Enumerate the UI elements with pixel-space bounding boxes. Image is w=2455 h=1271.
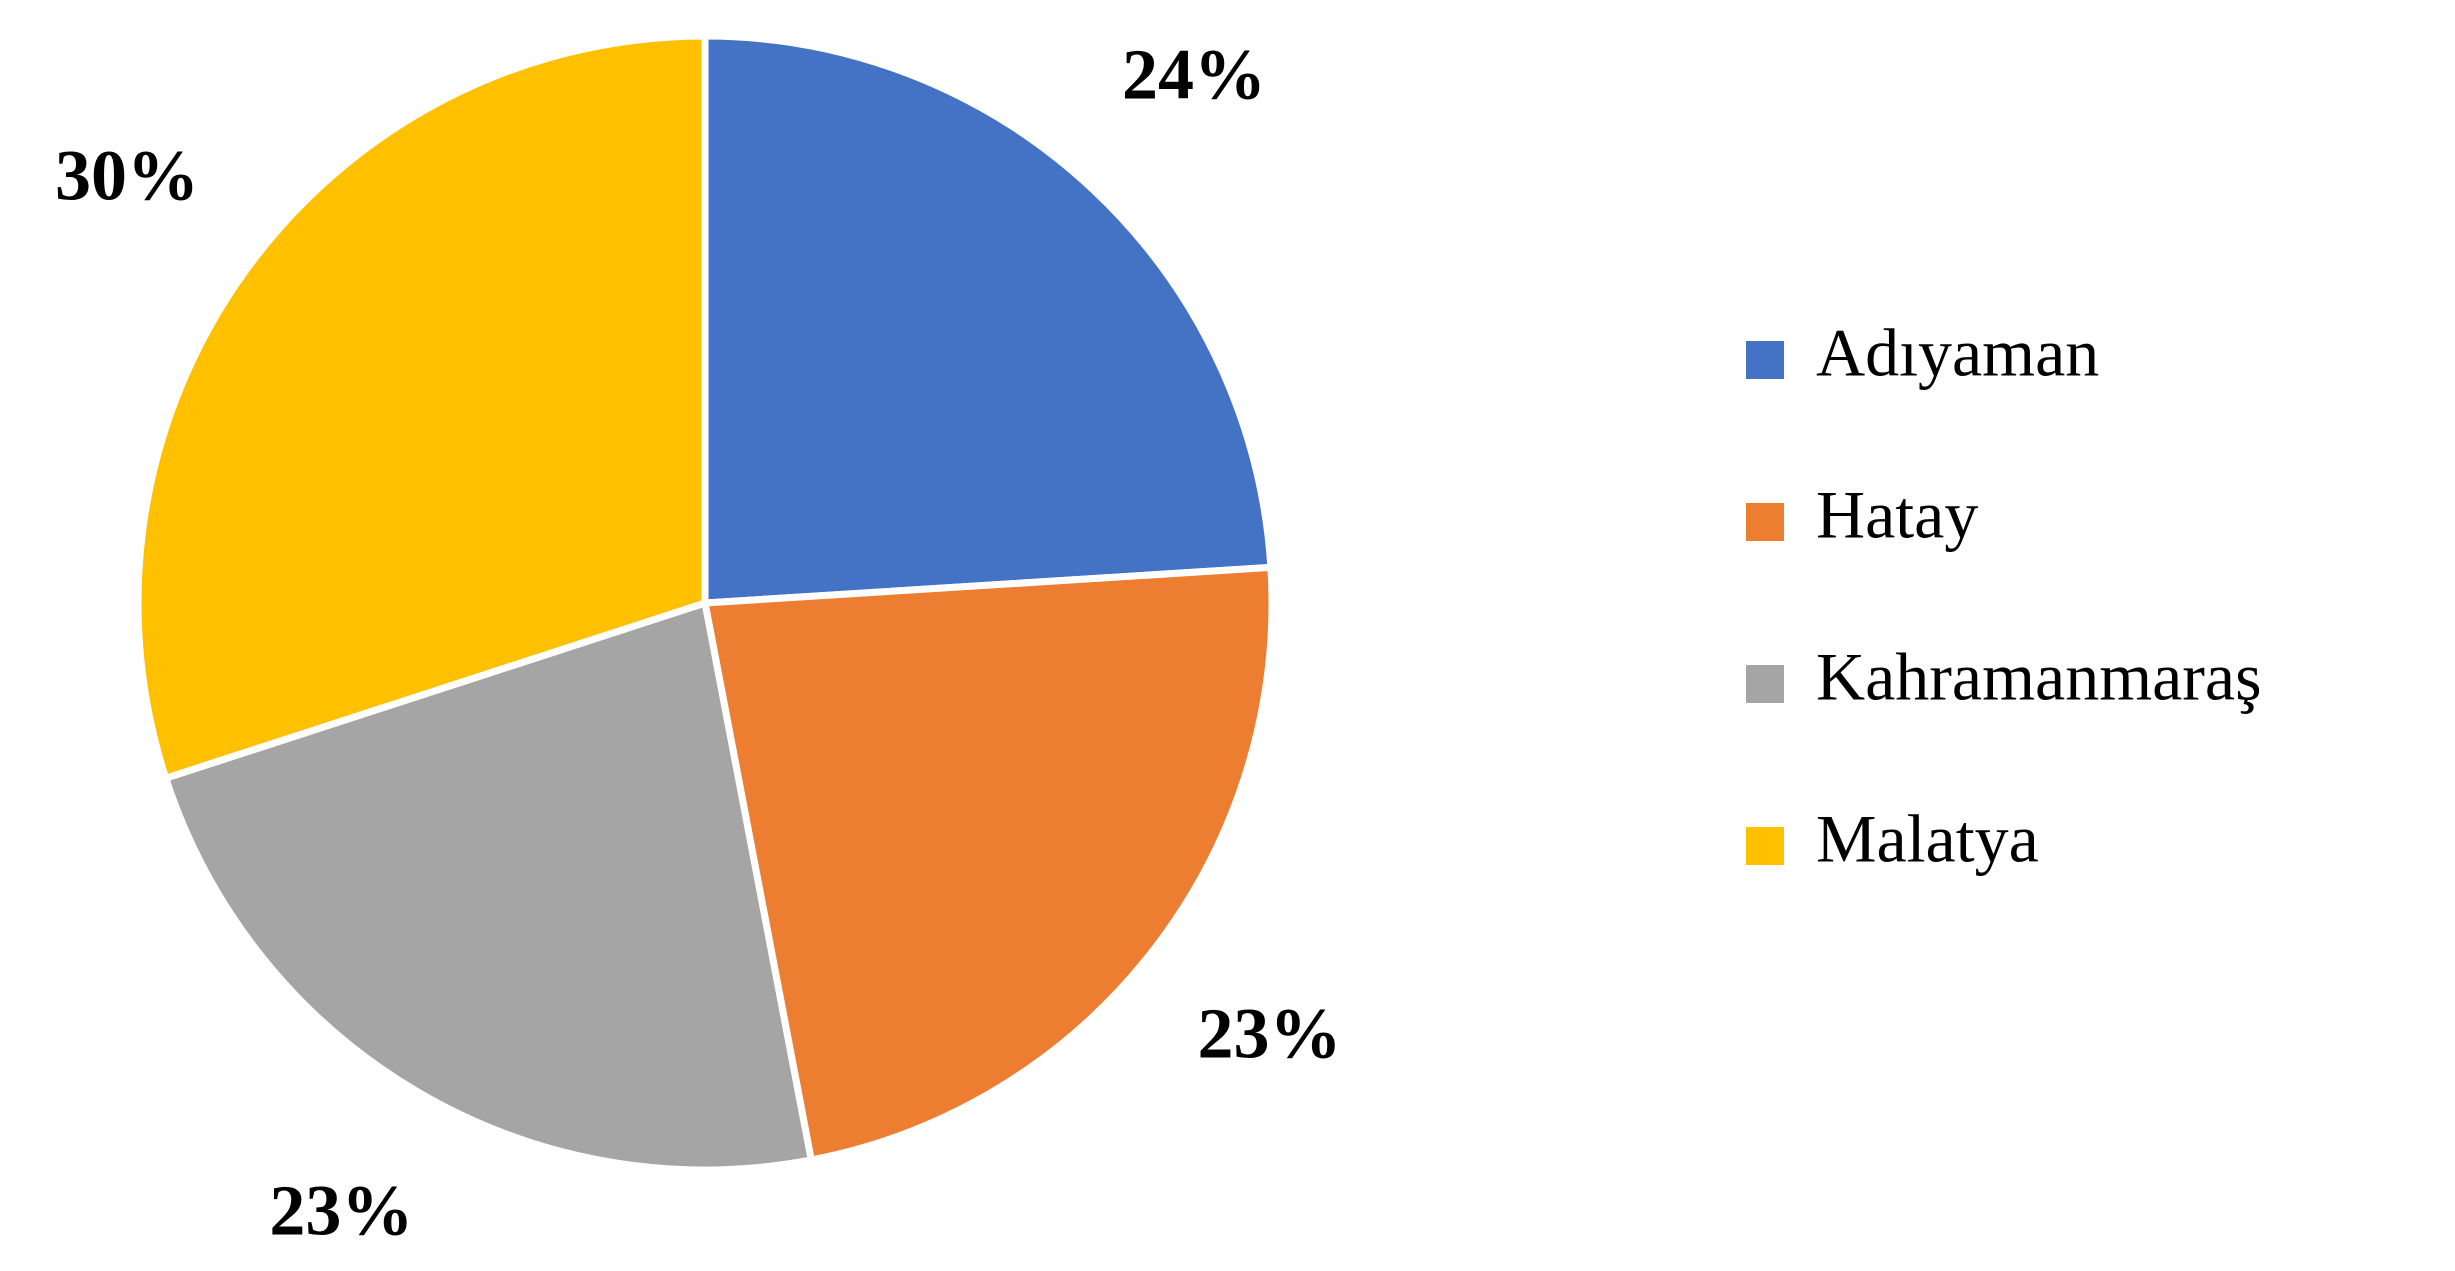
- legend-swatch: [1746, 503, 1784, 541]
- value-label: 23%: [269, 1170, 413, 1250]
- pie-slice: [700, 563, 1276, 1165]
- legend-swatch: [1746, 827, 1784, 865]
- legend-label: Malatya: [1816, 801, 2039, 877]
- legend-swatch: [1746, 665, 1784, 703]
- legend-label: Adıyaman: [1816, 315, 2099, 391]
- value-label: 30%: [55, 136, 199, 216]
- pie-slice: [701, 32, 1275, 607]
- pie-slice: [161, 598, 816, 1174]
- legend-swatch: [1746, 341, 1784, 379]
- legend-label: Kahramanmaraş: [1816, 639, 2262, 715]
- value-label: 24%: [1122, 35, 1266, 115]
- legend-label: Hatay: [1816, 477, 1978, 553]
- pie-slice: [134, 32, 709, 783]
- value-label: 23%: [1198, 993, 1342, 1073]
